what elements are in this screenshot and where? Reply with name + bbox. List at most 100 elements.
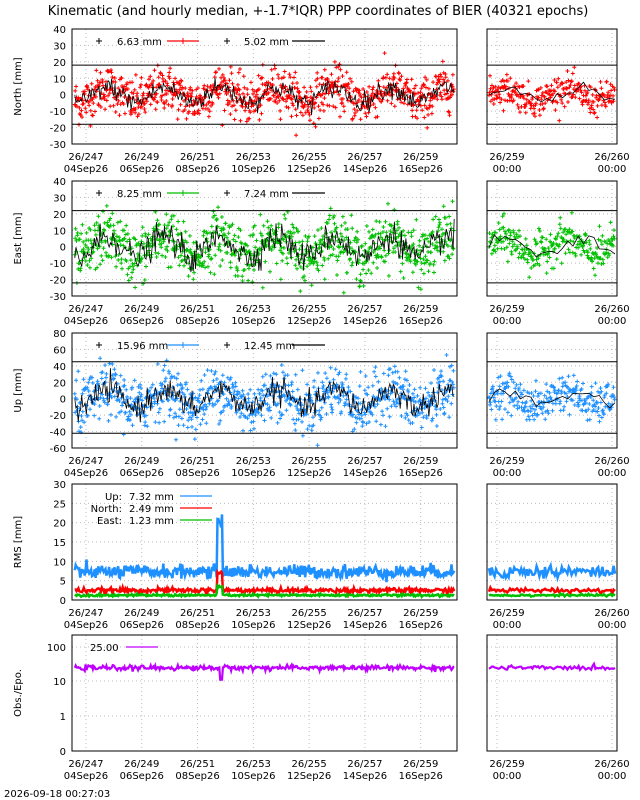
legend-entry-median: 12.45 mm bbox=[244, 341, 295, 352]
x-tick-date: 14Sep26 bbox=[343, 771, 387, 782]
x-tick-doy: 26/255 bbox=[292, 304, 327, 315]
y-tick-label: 10 bbox=[53, 557, 66, 568]
y-tick-label: 60 bbox=[53, 345, 66, 356]
x-tick-date: 08Sep26 bbox=[175, 164, 219, 175]
legend-entry-median: 7.24 mm bbox=[244, 189, 289, 200]
y-tick-label: 1 bbox=[60, 712, 66, 723]
y-tick-label: 20 bbox=[53, 519, 66, 530]
x-tick-date: 12Sep26 bbox=[287, 316, 331, 327]
x-tick-date: 08Sep26 bbox=[175, 620, 219, 631]
y-tick-label: 40 bbox=[53, 25, 66, 36]
plot-frame-zoom bbox=[486, 332, 618, 449]
x-tick-doy: 26/251 bbox=[180, 608, 215, 619]
x-tick-doy: 26/247 bbox=[68, 456, 103, 467]
legend-marker-points bbox=[180, 342, 186, 348]
x-tick-date: 16Sep26 bbox=[399, 771, 443, 782]
median-line bbox=[74, 78, 455, 116]
x-tick-time-zoom: 00:00 bbox=[493, 164, 522, 175]
x-tick-doy: 26/251 bbox=[180, 456, 215, 467]
x-tick-doy: 26/249 bbox=[124, 456, 159, 467]
rms-series-0 bbox=[73, 514, 456, 583]
plot-frame-zoom bbox=[486, 634, 618, 752]
x-tick-doy: 26/249 bbox=[124, 759, 159, 770]
x-tick-date: 06Sep26 bbox=[120, 620, 164, 631]
x-tick-date: 06Sep26 bbox=[120, 468, 164, 479]
legend-series-value: 2.49 mm bbox=[129, 504, 174, 515]
x-tick-date: 04Sep26 bbox=[64, 164, 108, 175]
x-tick-date: 04Sep26 bbox=[64, 771, 108, 782]
y-axis-label: North [mm] bbox=[13, 57, 24, 116]
y-tick-label: 40 bbox=[53, 177, 66, 188]
x-tick-date: 04Sep26 bbox=[64, 468, 108, 479]
x-tick-doy: 26/247 bbox=[68, 304, 103, 315]
y-tick-label: 40 bbox=[53, 362, 66, 373]
x-tick-date: 14Sep26 bbox=[343, 316, 387, 327]
y-tick-label: -20 bbox=[50, 411, 66, 422]
y-tick-label: 20 bbox=[53, 58, 66, 69]
x-tick-doy: 26/257 bbox=[347, 759, 382, 770]
plot-frame-zoom bbox=[486, 483, 618, 601]
legend-entry-points: 8.25 mm bbox=[117, 189, 162, 200]
legend-entry-points: 15.96 mm bbox=[117, 341, 168, 352]
panel-obs: 1001010Obs./Epo.25.0026/24704Sep2626/249… bbox=[13, 634, 630, 782]
median-line bbox=[74, 368, 455, 423]
x-tick-doy: 26/249 bbox=[124, 304, 159, 315]
plot-frame-zoom bbox=[486, 28, 618, 145]
x-tick-date: 16Sep26 bbox=[399, 620, 443, 631]
y-tick-label: 25 bbox=[53, 499, 66, 510]
median-line-zoom bbox=[488, 388, 616, 409]
y-tick-label: 20 bbox=[53, 378, 66, 389]
x-tick-time-zoom: 00:00 bbox=[598, 468, 627, 479]
median-line bbox=[74, 218, 455, 273]
x-tick-doy: 26/255 bbox=[292, 152, 327, 163]
figure-title: Kinematic (and hourly median, +-1.7*IQR)… bbox=[48, 4, 589, 19]
x-tick-date: 10Sep26 bbox=[231, 620, 275, 631]
series-points-zoom bbox=[487, 371, 617, 424]
y-tick-label: 30 bbox=[53, 193, 66, 204]
x-tick-date: 12Sep26 bbox=[287, 620, 331, 631]
x-tick-doy-zoom: 26/259 bbox=[489, 759, 524, 770]
y-tick-label: -10 bbox=[50, 259, 66, 270]
y-tick-label: 30 bbox=[53, 41, 66, 52]
y-tick-label: 0 bbox=[60, 596, 66, 607]
x-tick-date: 08Sep26 bbox=[175, 771, 219, 782]
legend-series-name: East: bbox=[97, 516, 122, 527]
x-tick-date: 10Sep26 bbox=[231, 316, 275, 327]
x-tick-date: 06Sep26 bbox=[120, 164, 164, 175]
x-tick-doy: 26/253 bbox=[236, 304, 271, 315]
x-tick-time-zoom: 00:00 bbox=[598, 620, 627, 631]
x-tick-doy-zoom: 26/260 bbox=[594, 152, 629, 163]
x-tick-time-zoom: 00:00 bbox=[493, 316, 522, 327]
panel-north: 40 30 20 10 0 -10 -20 -30 North [mm] 6.63 mm 5.02 … bbox=[13, 25, 630, 175]
legend-marker-points bbox=[180, 190, 186, 196]
x-tick-date: 10Sep26 bbox=[231, 164, 275, 175]
y-tick-label: 0 bbox=[60, 395, 66, 406]
x-tick-date: 08Sep26 bbox=[175, 316, 219, 327]
legend: 6.63 mm 5.02 mm bbox=[96, 37, 325, 48]
legend-error-marker bbox=[224, 342, 230, 348]
x-tick-doy: 26/247 bbox=[68, 152, 103, 163]
x-tick-doy: 26/251 bbox=[180, 152, 215, 163]
x-tick-date: 04Sep26 bbox=[64, 620, 108, 631]
x-tick-doy: 26/249 bbox=[124, 152, 159, 163]
panel-rms: 30 25 20 15 10 5 0 RMS [mm] Up: 7.32 mm North: 2.49… bbox=[13, 480, 630, 631]
legend: 15.96 mm 12.45 mm bbox=[96, 341, 325, 352]
x-tick-doy: 26/259 bbox=[403, 608, 438, 619]
x-tick-doy: 26/255 bbox=[292, 456, 327, 467]
x-tick-doy: 26/247 bbox=[68, 759, 103, 770]
y-tick-label: -30 bbox=[50, 140, 66, 151]
legend-entry-points: 6.63 mm bbox=[117, 37, 162, 48]
legend: 8.25 mm 7.24 mm bbox=[96, 189, 325, 200]
obs-series bbox=[73, 661, 455, 681]
legend-error-marker bbox=[224, 190, 230, 196]
x-tick-doy-zoom: 26/260 bbox=[594, 456, 629, 467]
x-tick-date: 12Sep26 bbox=[287, 771, 331, 782]
x-tick-time-zoom: 00:00 bbox=[493, 468, 522, 479]
x-tick-doy: 26/249 bbox=[124, 608, 159, 619]
x-tick-time-zoom: 00:00 bbox=[598, 164, 627, 175]
y-tick-label: -60 bbox=[50, 444, 66, 455]
y-tick-label: 10 bbox=[53, 226, 66, 237]
legend-series-value: 1.23 mm bbox=[129, 516, 174, 527]
x-tick-doy: 26/253 bbox=[236, 456, 271, 467]
